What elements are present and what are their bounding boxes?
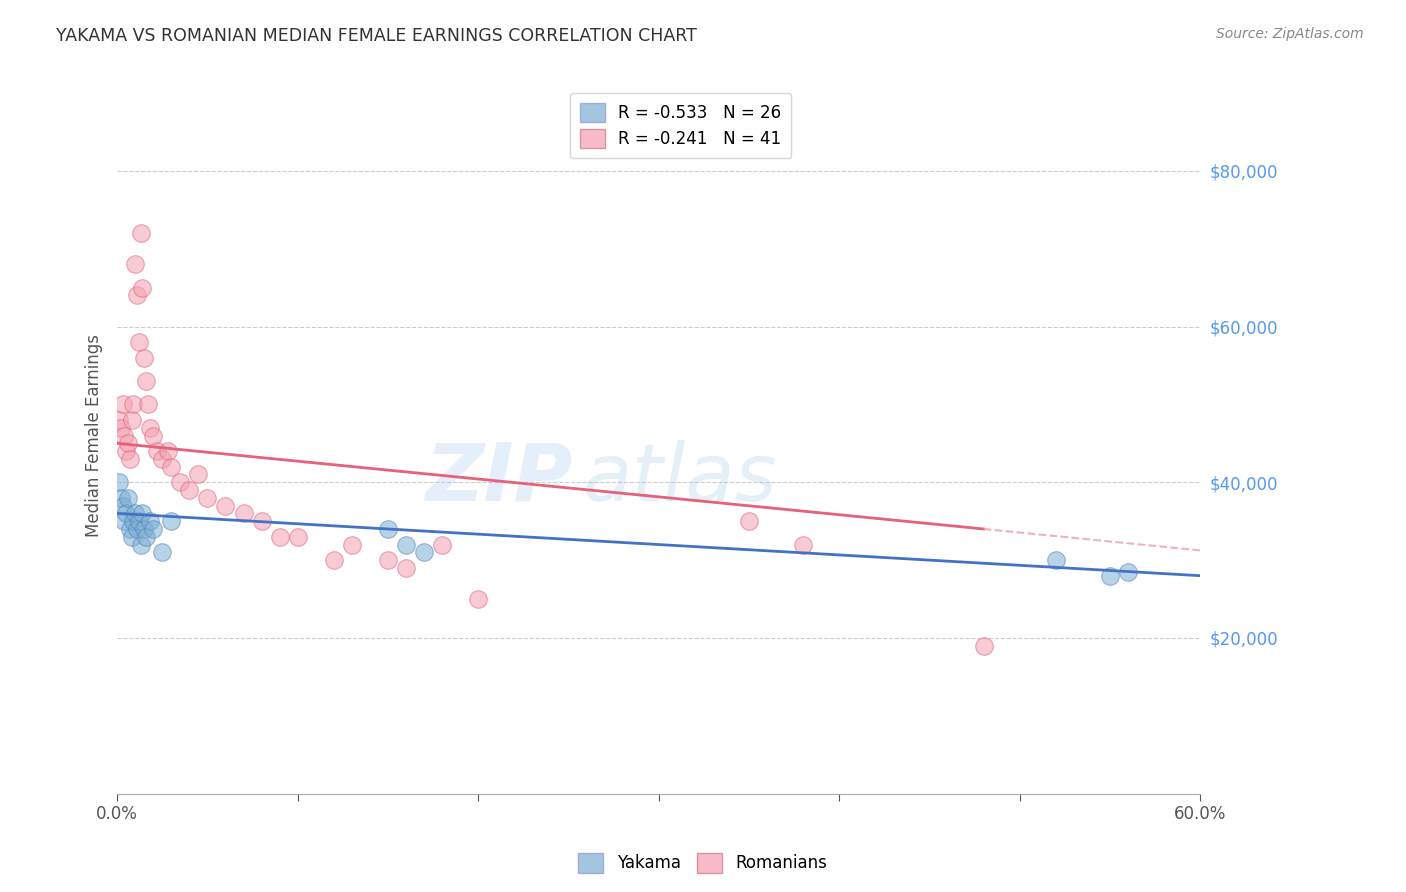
Point xyxy=(134,522,156,536)
Point xyxy=(973,639,995,653)
Point xyxy=(250,514,273,528)
Point xyxy=(395,561,418,575)
Point xyxy=(395,537,418,551)
Legend: R = -0.533   N = 26, R = -0.241   N = 41: R = -0.533 N = 26, R = -0.241 N = 41 xyxy=(569,93,792,158)
Point xyxy=(117,436,139,450)
Point xyxy=(169,475,191,490)
Point xyxy=(377,553,399,567)
Point xyxy=(124,257,146,271)
Text: YAKAMA VS ROMANIAN MEDIAN FEMALE EARNINGS CORRELATION CHART: YAKAMA VS ROMANIAN MEDIAN FEMALE EARNING… xyxy=(56,27,697,45)
Point xyxy=(128,514,150,528)
Point xyxy=(131,507,153,521)
Point xyxy=(110,491,132,505)
Text: atlas: atlas xyxy=(583,440,778,517)
Point xyxy=(138,421,160,435)
Point xyxy=(125,288,148,302)
Point xyxy=(738,514,761,528)
Y-axis label: Median Female Earnings: Median Female Earnings xyxy=(86,334,103,537)
Point xyxy=(287,530,309,544)
Point xyxy=(108,413,131,427)
Point xyxy=(135,530,157,544)
Point xyxy=(160,514,183,528)
Point xyxy=(156,444,179,458)
Point xyxy=(121,413,143,427)
Point xyxy=(118,451,141,466)
Point xyxy=(430,537,453,551)
Point xyxy=(1045,553,1067,567)
Point xyxy=(110,421,132,435)
Point xyxy=(121,530,143,544)
Point xyxy=(322,553,344,567)
Point xyxy=(269,530,291,544)
Point xyxy=(134,351,156,365)
Point xyxy=(142,428,165,442)
Point xyxy=(1116,565,1139,579)
Point xyxy=(377,522,399,536)
Point xyxy=(142,522,165,536)
Point xyxy=(111,397,134,411)
Point xyxy=(340,537,363,551)
Point xyxy=(467,592,489,607)
Point xyxy=(232,507,254,521)
Point xyxy=(122,397,145,411)
Point xyxy=(792,537,814,551)
Point xyxy=(115,507,138,521)
Point xyxy=(111,499,134,513)
Point xyxy=(122,514,145,528)
Point xyxy=(160,459,183,474)
Point xyxy=(179,483,201,497)
Point xyxy=(413,545,436,559)
Legend: Yakama, Romanians: Yakama, Romanians xyxy=(572,847,834,880)
Point xyxy=(129,537,152,551)
Point xyxy=(115,444,138,458)
Point xyxy=(150,451,173,466)
Point xyxy=(146,444,169,458)
Point xyxy=(124,507,146,521)
Point xyxy=(135,374,157,388)
Point xyxy=(187,467,209,482)
Point xyxy=(129,226,152,240)
Point xyxy=(150,545,173,559)
Point xyxy=(112,428,135,442)
Point xyxy=(112,514,135,528)
Point xyxy=(125,522,148,536)
Point xyxy=(1098,568,1121,582)
Point xyxy=(118,522,141,536)
Point xyxy=(136,397,159,411)
Point xyxy=(128,335,150,350)
Point xyxy=(131,280,153,294)
Point xyxy=(197,491,219,505)
Point xyxy=(214,499,236,513)
Text: ZIP: ZIP xyxy=(425,440,572,517)
Point xyxy=(108,475,131,490)
Point xyxy=(117,491,139,505)
Text: Source: ZipAtlas.com: Source: ZipAtlas.com xyxy=(1216,27,1364,41)
Point xyxy=(138,514,160,528)
